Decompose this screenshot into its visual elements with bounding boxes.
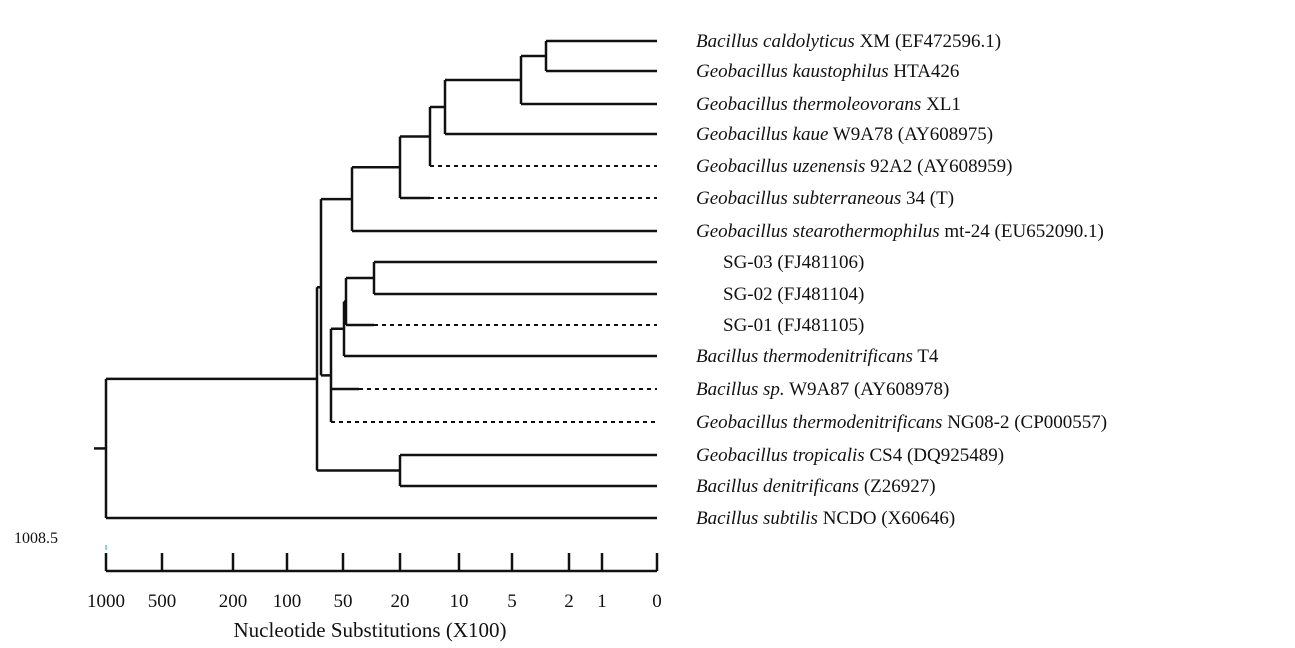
axis-title: Nucleotide Substitutions (X100) xyxy=(234,618,507,642)
taxon-species-name: Bacillus denitrificans xyxy=(696,476,859,497)
axis-tick-label: 200 xyxy=(219,591,248,612)
axis-tick-label: 2 xyxy=(564,591,574,612)
taxon-strain-accession: (Z26927) xyxy=(859,476,936,497)
taxon-strain-accession: 34 (T) xyxy=(901,188,954,209)
taxon-strain-accession: XM (EF472596.1) xyxy=(855,31,1001,52)
axis-tick-label: 100 xyxy=(273,591,302,612)
taxon-label: Geobacillus tropicalis CS4 (DQ925489) xyxy=(696,445,1004,466)
taxon-label: Geobacillus subterraneous 34 (T) xyxy=(696,188,954,209)
tree-branches xyxy=(94,39,657,520)
scale-value-label: 1008.5 xyxy=(14,530,58,547)
axis-tick-label: 0 xyxy=(652,591,662,612)
axis-tick-label: 5 xyxy=(507,591,517,612)
taxon-strain-accession: W9A78 (AY608975) xyxy=(828,124,993,145)
taxon-label: Bacillus denitrificans (Z26927) xyxy=(696,476,936,497)
axis-tick-label: 20 xyxy=(391,591,410,612)
axis-tick-label: 50 xyxy=(334,591,353,612)
taxon-label: Bacillus sp. W9A87 (AY608978) xyxy=(696,379,949,400)
taxon-label: Geobacillus uzenensis 92A2 (AY608959) xyxy=(696,156,1012,177)
axis-tick-label: 500 xyxy=(148,591,177,612)
taxon-species-name: Geobacillus stearothermophilus xyxy=(696,221,940,242)
axis-tick-label: 10 xyxy=(450,591,469,612)
taxon-species-name: Geobacillus kaue xyxy=(696,124,828,145)
taxon-species-name: Geobacillus thermodenitrificans xyxy=(696,412,942,433)
taxon-species-name: Geobacillus kaustophilus xyxy=(696,61,889,82)
taxon-label: Bacillus subtilis NCDO (X60646) xyxy=(696,508,955,529)
taxon-species-name: Bacillus sp. xyxy=(696,379,785,400)
taxon-strain-accession: W9A87 (AY608978) xyxy=(785,379,950,400)
taxon-species-name: Bacillus thermodenitrificans xyxy=(696,346,913,367)
taxon-strain-accession: XL1 xyxy=(921,94,961,115)
taxon-label: Bacillus caldolyticus XM (EF472596.1) xyxy=(696,31,1001,52)
taxon-species-name: Bacillus caldolyticus xyxy=(696,31,855,52)
taxon-label: Geobacillus thermoleovorans XL1 xyxy=(696,94,961,115)
taxon-strain-accession: CS4 (DQ925489) xyxy=(865,445,1004,466)
taxon-strain-accession: SG-01 (FJ481105) xyxy=(723,315,864,336)
taxon-species-name: Geobacillus tropicalis xyxy=(696,445,865,466)
taxon-strain-accession: NG08-2 (CP000557) xyxy=(942,412,1107,433)
taxon-strain-accession: SG-02 (FJ481104) xyxy=(723,284,864,305)
axis-tick-label: 1 xyxy=(597,591,607,612)
taxon-species-name: Geobacillus uzenensis xyxy=(696,156,865,177)
taxon-species-name: Geobacillus thermoleovorans xyxy=(696,94,921,115)
taxon-species-name: Bacillus subtilis xyxy=(696,508,818,529)
taxon-label: SG-03 (FJ481106) xyxy=(723,252,864,273)
taxon-strain-accession: HTA426 xyxy=(889,61,960,82)
taxon-label: Geobacillus stearothermophilus mt-24 (EU… xyxy=(696,221,1104,242)
taxon-strain-accession: NCDO (X60646) xyxy=(818,508,955,529)
axis-tick-label: 1000 xyxy=(87,591,125,612)
taxon-strain-accession: SG-03 (FJ481106) xyxy=(723,252,864,273)
taxon-strain-accession: mt-24 (EU652090.1) xyxy=(940,221,1104,242)
taxon-strain-accession: 92A2 (AY608959) xyxy=(865,156,1012,177)
taxon-label: Geobacillus thermodenitrificans NG08-2 (… xyxy=(696,412,1107,433)
taxon-label: Geobacillus kaue W9A78 (AY608975) xyxy=(696,124,993,145)
taxon-labels: Bacillus caldolyticus XM (EF472596.1) Geo… xyxy=(696,31,1107,529)
taxon-label: Bacillus thermodenitrificans T4 xyxy=(696,346,939,367)
taxon-species-name: Geobacillus subterraneous xyxy=(696,188,901,209)
taxon-label: SG-01 (FJ481105) xyxy=(723,315,864,336)
taxon-label: SG-02 (FJ481104) xyxy=(723,284,864,305)
taxon-strain-accession: T4 xyxy=(913,346,939,367)
taxon-label: Geobacillus kaustophilus HTA426 xyxy=(696,61,959,82)
substitution-scale-axis: 1000 500 200 100 50 20 10 5 2 1 0 xyxy=(87,545,662,612)
